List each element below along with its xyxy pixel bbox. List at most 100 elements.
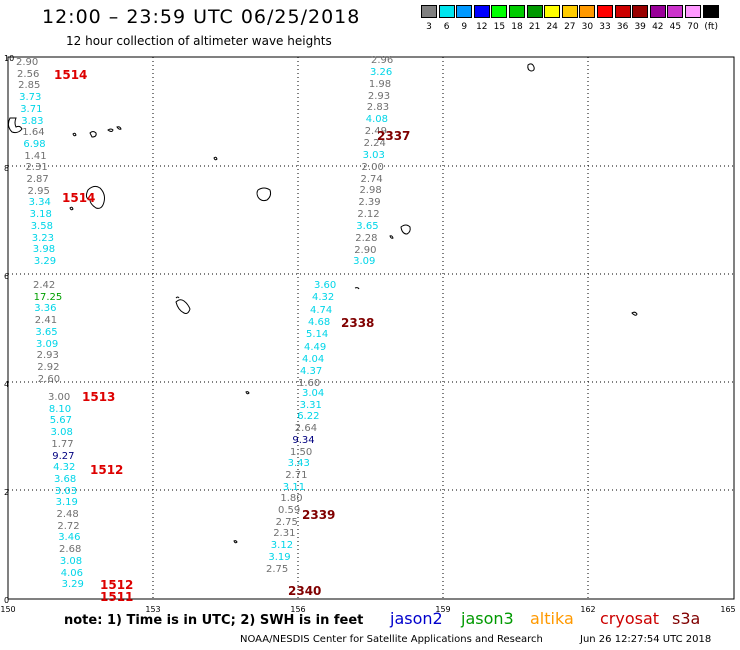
wave-height-value: 3.83: [21, 115, 44, 127]
legend-label: 9: [461, 22, 468, 32]
pass-number-label: 1513: [82, 390, 116, 404]
island-shape: [527, 63, 535, 72]
legend-label: 12: [476, 22, 488, 32]
legend-label: 21: [528, 22, 541, 32]
wave-height-value: 1.98: [368, 78, 392, 90]
legend-swatch: [456, 5, 473, 18]
legend-swatch: [544, 5, 561, 18]
wave-height-value: 0.59: [278, 505, 301, 516]
wave-height-value: 2.75: [266, 563, 289, 575]
latitude-tick-label: 4: [4, 380, 10, 389]
pass-number-label: 1511: [100, 590, 134, 604]
wave-height-value: 1.77: [51, 438, 74, 450]
wave-height-value: 2.56: [17, 68, 40, 80]
wave-height-value: 3.04: [302, 388, 325, 399]
wave-height-value: 4.32: [53, 462, 76, 474]
satellite-name-cryosat: cryosat: [600, 609, 660, 628]
coastlines: [7, 63, 638, 544]
wave-height-value: 2.71: [285, 469, 308, 481]
wave-height-value: 2.31: [273, 528, 296, 540]
island-shape: [233, 540, 238, 544]
legend-swatch: [702, 5, 719, 18]
satellite-name-jason3: jason3: [461, 609, 514, 628]
satellite-name-altika: altika: [530, 609, 574, 628]
island-shape: [389, 235, 394, 239]
map-subtitle: 12 hour collection of altimeter wave hei…: [66, 34, 332, 48]
wave-height-value: 3.11: [282, 481, 306, 493]
island-shape: [245, 391, 250, 395]
wave-height-value: 4.08: [365, 114, 389, 126]
wave-height-value: 3.19: [268, 551, 291, 563]
legend-label: 18: [511, 22, 523, 32]
satellite-name-jason2: jason2: [390, 609, 443, 628]
wave-height-value: 3.09: [36, 338, 59, 350]
longitude-tick-label: 153: [145, 605, 161, 614]
wave-height-value: 2.93: [367, 90, 391, 102]
legend-label: 45: [669, 22, 682, 32]
wave-height-value: 2.90: [354, 244, 377, 256]
legend-swatch: [509, 5, 525, 18]
wave-height-value: 9.34: [292, 434, 315, 446]
wave-height-value: 3.65: [356, 220, 379, 232]
units-note: note: 1) Time is in UTC; 2) SWH is in fe…: [64, 613, 364, 628]
wave-height-value: 3.09: [353, 256, 376, 268]
wave-height-value: 3.08: [50, 427, 73, 439]
wave-height-value: 2.68: [59, 544, 82, 556]
wave-height-value: 2.74: [360, 173, 383, 185]
wave-height-value: 3.00: [48, 392, 71, 403]
wave-height-value: 2.98: [359, 185, 382, 197]
credit-line: NOAA/NESDIS Center for Satellite Applica…: [240, 634, 543, 645]
wave-height-value: 2.64: [294, 423, 318, 435]
wave-height-value: 3.73: [19, 92, 42, 104]
legend-swatch: [491, 5, 508, 18]
pass-number-label: 2339: [302, 508, 336, 522]
longitude-tick-label: 165: [720, 605, 736, 614]
legend-swatch: [597, 5, 613, 18]
wave-height-value: 3.29: [33, 255, 57, 267]
legend-label: 15: [493, 22, 506, 32]
wave-height-value: 3.46: [58, 532, 81, 544]
wave-height-value: 2.85: [18, 80, 41, 92]
wave-height-value: 2.31: [25, 162, 48, 174]
wave-height-value: 5.67: [49, 415, 72, 427]
longitude-tick-label: 159: [435, 605, 451, 614]
wave-height-value: 3.65: [35, 326, 58, 338]
island-shape: [213, 156, 218, 161]
wave-height-value: 3.34: [28, 197, 51, 209]
wave-height-value: 3.68: [53, 473, 77, 485]
wave-height-value: 4.49: [304, 341, 327, 353]
wave-height-value: 1.64: [22, 127, 45, 139]
wave-height-value: 2.72: [57, 520, 80, 532]
generation-timestamp: Jun 26 12:27:54 UTC 2018: [580, 634, 712, 645]
legend-label: 24: [546, 22, 558, 32]
longitude-tick-label: 150: [0, 605, 16, 614]
wave-height-value: 2.92: [37, 361, 60, 373]
island-shape: [107, 126, 122, 132]
island-shape: [175, 299, 191, 314]
wave-height-value: 4.06: [60, 567, 84, 579]
pass-number-label: 1514: [54, 68, 88, 82]
wave-height-value: 3.36: [34, 303, 57, 315]
legend-label: 6: [443, 22, 450, 32]
wave-height-value: 2.90: [16, 57, 39, 68]
wave-height-value: 1.50: [290, 446, 313, 458]
wave-height-value: 2.93: [36, 350, 59, 362]
wave-height-value: 2.87: [26, 174, 49, 185]
pass-number-label: 2337: [377, 129, 411, 143]
latitude-tick-label: 6: [4, 272, 10, 281]
legend-swatch: [561, 5, 578, 18]
wave-height-value: 1.41: [24, 150, 47, 162]
island-shape: [400, 224, 411, 235]
legend-swatch: [421, 5, 437, 18]
satellite-name-s3a: s3a: [672, 609, 701, 628]
legend-unit: (ft): [704, 22, 718, 32]
wave-height-value: 3.60: [314, 280, 337, 291]
wave-height-value: 4.74: [310, 304, 333, 316]
wave-height-value: 5.14: [306, 329, 329, 341]
wave-height-value: 1.60: [298, 378, 321, 390]
legend-label: 33: [599, 22, 611, 32]
wave-height-value: 2.42: [33, 280, 56, 291]
latitude-tick-label: 0: [4, 596, 10, 605]
legend-label: 30: [581, 22, 594, 32]
